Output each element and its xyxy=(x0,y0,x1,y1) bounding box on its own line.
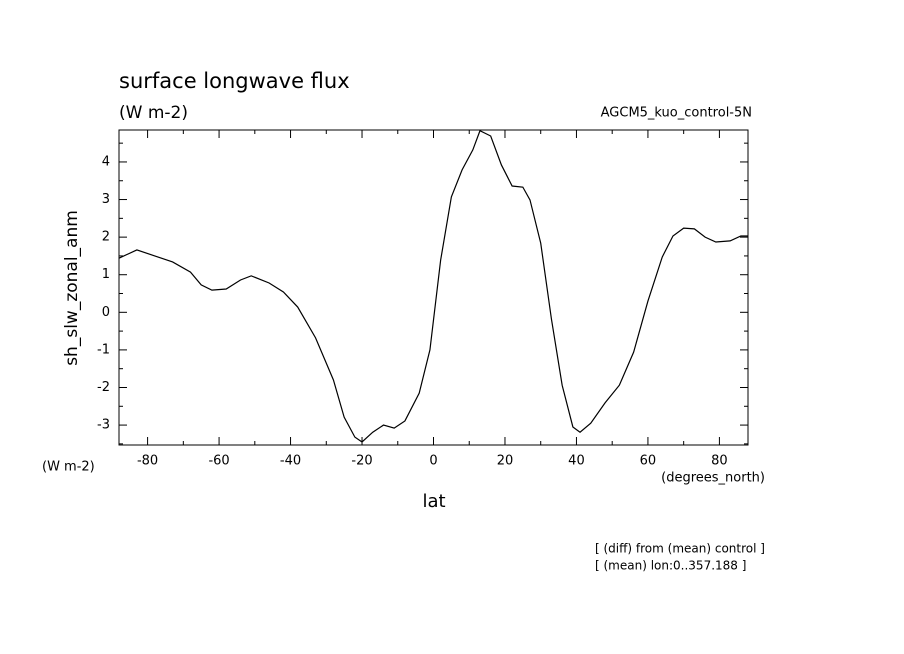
x-units: (degrees_north) xyxy=(661,471,765,486)
y-tick-label: 0 xyxy=(102,305,110,320)
chart-subtitle: (W m-2) xyxy=(119,103,188,123)
dataset-label: AGCM5_kuo_control-5N xyxy=(601,106,752,121)
x-tick-label: -80 xyxy=(137,454,158,469)
x-tick-label: 20 xyxy=(497,454,514,469)
y-tick-label: 3 xyxy=(102,192,110,207)
y-tick-label: 4 xyxy=(102,154,110,169)
y-tick-label: -1 xyxy=(97,342,110,357)
x-tick-label: -60 xyxy=(208,454,229,469)
x-tick-label: -20 xyxy=(351,454,372,469)
x-tick-label: 40 xyxy=(568,454,585,469)
x-tick-label: 0 xyxy=(429,454,437,469)
note: [ (mean) lon:0..357.188 ] xyxy=(595,559,746,573)
note: [ (diff) from (mean) control ] xyxy=(595,542,765,556)
y-tick-label: 1 xyxy=(102,267,110,282)
y-units: (W m-2) xyxy=(42,460,95,475)
x-tick-label: 60 xyxy=(640,454,657,469)
x-tick-label: 80 xyxy=(711,454,728,469)
x-axis-label: lat xyxy=(422,491,445,512)
x-tick-label: -40 xyxy=(280,454,301,469)
chart-title: surface longwave flux xyxy=(119,69,350,93)
y-tick-label: 2 xyxy=(102,230,110,245)
y-axis-label: sh_slw_zonal_anm xyxy=(62,210,82,366)
y-tick-label: -3 xyxy=(97,418,110,433)
y-tick-label: -2 xyxy=(97,380,110,395)
data-line xyxy=(118,129,748,443)
